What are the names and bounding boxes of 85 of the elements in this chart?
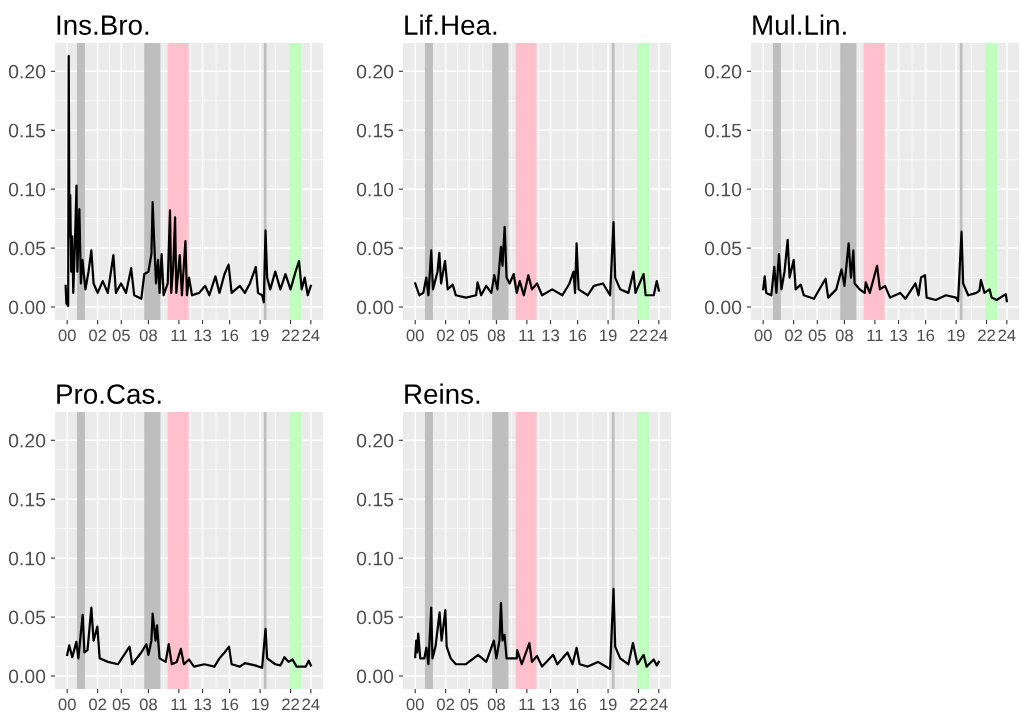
- y-tick-label: 0.05: [356, 610, 394, 625]
- x-tick-label: 19: [600, 329, 617, 342]
- x-tick-label: 19: [252, 329, 269, 342]
- x-tick-label: 13: [542, 698, 560, 711]
- line-series: [414, 221, 660, 299]
- x-tick-label: 05: [460, 698, 478, 711]
- y-tick-label: 0.15: [356, 123, 394, 138]
- chart-title: Pro.Cas.: [57, 384, 161, 404]
- y-tick-label: 0.10: [8, 551, 46, 566]
- y-tick-label: 0.05: [704, 241, 742, 256]
- x-tick-label: 08: [139, 698, 157, 711]
- chart-title: Reins.: [405, 383, 480, 404]
- x-tick-label: 22: [630, 329, 647, 342]
- x-tick-label: 05: [112, 329, 130, 342]
- y-tick-label: 0.20: [704, 64, 742, 79]
- x-tick-label: 22: [282, 329, 299, 342]
- x-tick-label: 13: [890, 329, 908, 342]
- y-tick-label: 0.05: [8, 610, 46, 625]
- y-tick-label: 0.10: [356, 182, 394, 197]
- x-tick-label: 13: [542, 329, 560, 342]
- x-tick-label: 05: [112, 698, 130, 711]
- x-tick-label: 02: [89, 329, 107, 342]
- x-tick-label: 02: [437, 329, 455, 342]
- x-tick-label: 11: [867, 329, 883, 342]
- y-tick-label: 0.10: [704, 182, 742, 197]
- x-tick-label: 22: [282, 698, 299, 711]
- y-tick-label: 0.15: [8, 123, 46, 138]
- y-tick-label: 0.20: [8, 64, 46, 79]
- x-tick-label: 16: [569, 698, 587, 711]
- x-tick-label: 24: [998, 329, 1016, 342]
- y-tick-label: 0.15: [8, 492, 46, 507]
- x-tick-label: 00: [58, 329, 76, 342]
- x-tick-label: 11: [171, 329, 187, 342]
- x-tick-label: 16: [569, 329, 587, 342]
- y-tick-label: 0.00: [8, 669, 46, 684]
- chart-title: Mul.Lin.: [753, 14, 846, 35]
- y-tick-label: 0.00: [356, 669, 394, 684]
- x-tick-label: 16: [221, 698, 239, 711]
- y-tick-label: 0.10: [356, 551, 394, 566]
- x-tick-label: 00: [58, 698, 76, 711]
- y-tick-label: 0.00: [704, 300, 742, 315]
- x-tick-label: 00: [406, 698, 424, 711]
- chart-title: Lif.Hea.: [405, 14, 497, 35]
- y-tick-label: 0.05: [356, 241, 394, 256]
- x-tick-label: 08: [487, 329, 505, 342]
- x-tick-label: 24: [650, 698, 668, 711]
- x-tick-label: 11: [519, 698, 535, 711]
- x-tick-label: 22: [630, 698, 647, 711]
- x-tick-label: 22: [978, 329, 995, 342]
- y-tick-label: 0.10: [8, 182, 46, 197]
- x-tick-label: 24: [302, 329, 320, 342]
- y-tick-label: 0.20: [356, 64, 394, 79]
- x-tick-label: 19: [600, 698, 617, 711]
- x-tick-label: 05: [460, 329, 478, 342]
- x-tick-label: 16: [917, 329, 935, 342]
- x-tick-label: 13: [194, 698, 212, 711]
- x-tick-label: 11: [519, 329, 535, 342]
- x-tick-label: 08: [487, 698, 505, 711]
- line-series: [762, 230, 1008, 303]
- x-tick-label: 00: [406, 329, 424, 342]
- x-tick-label: 08: [139, 329, 157, 342]
- x-tick-label: 13: [194, 329, 212, 342]
- x-tick-label: 24: [650, 329, 668, 342]
- x-tick-label: 02: [437, 698, 455, 711]
- x-tick-label: 08: [835, 329, 853, 342]
- x-tick-label: 16: [221, 329, 239, 342]
- y-tick-label: 0.00: [8, 300, 46, 315]
- y-tick-label: 0.20: [356, 433, 394, 448]
- x-tick-label: 19: [948, 329, 965, 342]
- y-tick-label: 0.20: [8, 433, 46, 448]
- y-tick-label: 0.05: [8, 241, 46, 256]
- line-series: [66, 606, 312, 669]
- line-series: [64, 54, 312, 307]
- y-tick-label: 0.00: [356, 300, 394, 315]
- x-tick-label: 11: [171, 698, 187, 711]
- x-tick-label: 00: [754, 329, 772, 342]
- y-tick-label: 0.15: [704, 123, 742, 138]
- y-tick-label: 0.15: [356, 492, 394, 507]
- x-tick-label: 05: [808, 329, 826, 342]
- chart-title: Ins.Bro.: [57, 15, 149, 35]
- x-tick-label: 02: [785, 329, 803, 342]
- x-tick-label: 19: [252, 698, 269, 711]
- x-tick-label: 24: [302, 698, 320, 711]
- x-tick-label: 02: [89, 698, 107, 711]
- line-series: [414, 587, 660, 671]
